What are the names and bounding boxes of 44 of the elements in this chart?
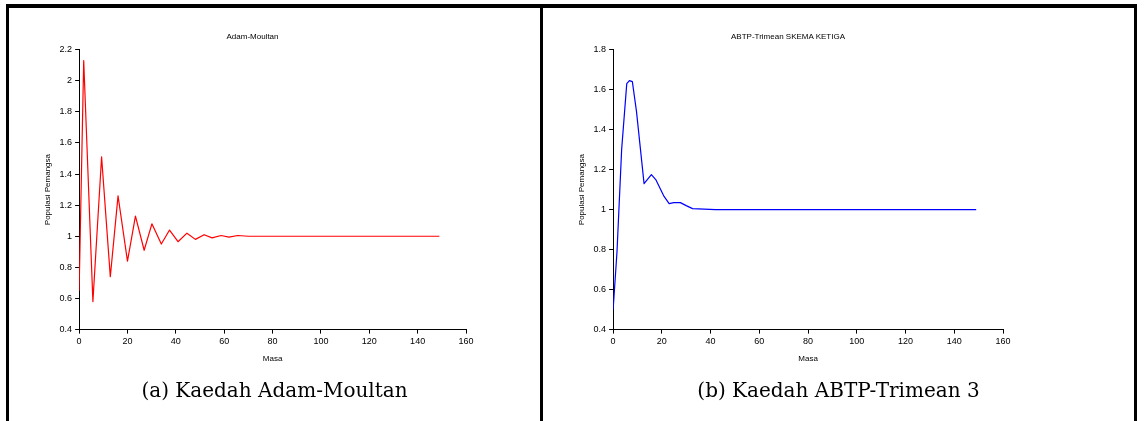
y-tick-label: 2.2 [59,44,73,55]
x-tick-label: 100 [849,336,865,347]
y-tick-label: 1.2 [593,164,607,175]
x-tick-label: 140 [410,336,426,347]
x-tick-label: 120 [361,336,377,347]
y-tick-label: 1.8 [59,106,73,117]
x-tick-label: 0 [76,336,82,347]
x-tick-label: 160 [995,336,1011,347]
y-tick-label: 1.6 [593,84,607,95]
y-tick-label: 0.6 [593,284,607,295]
x-tick-label: 40 [170,336,181,347]
y-tick-label: 0.6 [59,292,73,303]
y-tick-label: 1 [67,230,73,241]
x-tick-label: 60 [219,336,230,347]
x-tick-label: 60 [754,336,765,347]
x-tick-label: 160 [458,336,474,347]
y-tick-label: 2 [67,75,73,86]
x-tick-label: 80 [803,336,814,347]
y-tick-label: 1.4 [59,168,73,179]
text: (a) Kaedah Adam-Moultan [140,378,409,402]
y-axis-title: Populasi Pemangsa [577,153,586,226]
x-tick-label: 20 [656,336,667,347]
text: (b) Kaedah ABTP-Trimean 3 [696,378,981,402]
x-tick-label: 0 [610,336,616,347]
x-tick-label: 120 [898,336,914,347]
y-tick-label: 0.8 [593,244,607,255]
x-tick-label: 20 [122,336,133,347]
y-tick-label: 1.4 [593,124,607,135]
y-tick-label: 1.2 [59,199,73,210]
x-tick-label: 100 [313,336,329,347]
y-tick-label: 1 [601,204,607,215]
y-tick-label: 0.4 [59,324,73,335]
y-tick-label: 1.6 [59,137,73,148]
y-tick-label: 0.8 [59,261,73,272]
chart-title: ABTP-Trimean SKEMA KETIGA [731,32,846,41]
y-tick-label: 1.8 [593,44,607,55]
x-axis-title: Masa [798,354,819,364]
x-tick-label: 40 [705,336,716,347]
x-tick-label: 140 [946,336,962,347]
x-axis-title: Masa [262,354,283,364]
chart-title: Adam-Moultan [226,32,279,41]
y-axis-title: Populasi Pemangsa [43,153,52,226]
x-tick-label: 80 [267,336,278,347]
y-tick-label: 0.4 [593,324,607,335]
